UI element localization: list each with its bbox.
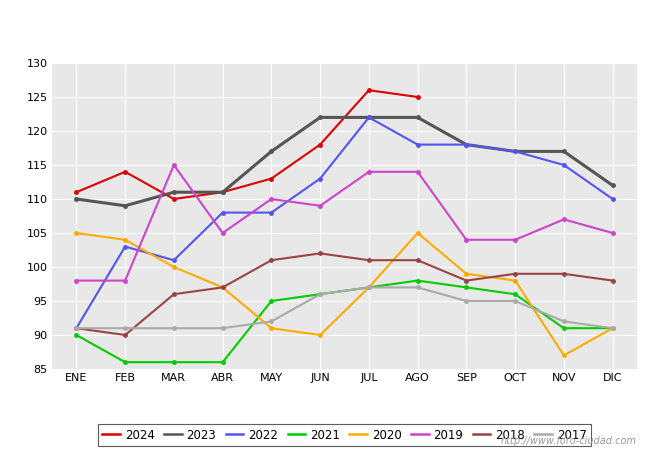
Text: Afiliados en Sarracín a 31/8/2024: Afiliados en Sarracín a 31/8/2024 <box>175 7 475 25</box>
Legend: 2024, 2023, 2022, 2021, 2020, 2019, 2018, 2017: 2024, 2023, 2022, 2021, 2020, 2019, 2018… <box>98 424 592 446</box>
Text: http://www.foro-ciudad.com: http://www.foro-ciudad.com <box>501 436 637 446</box>
